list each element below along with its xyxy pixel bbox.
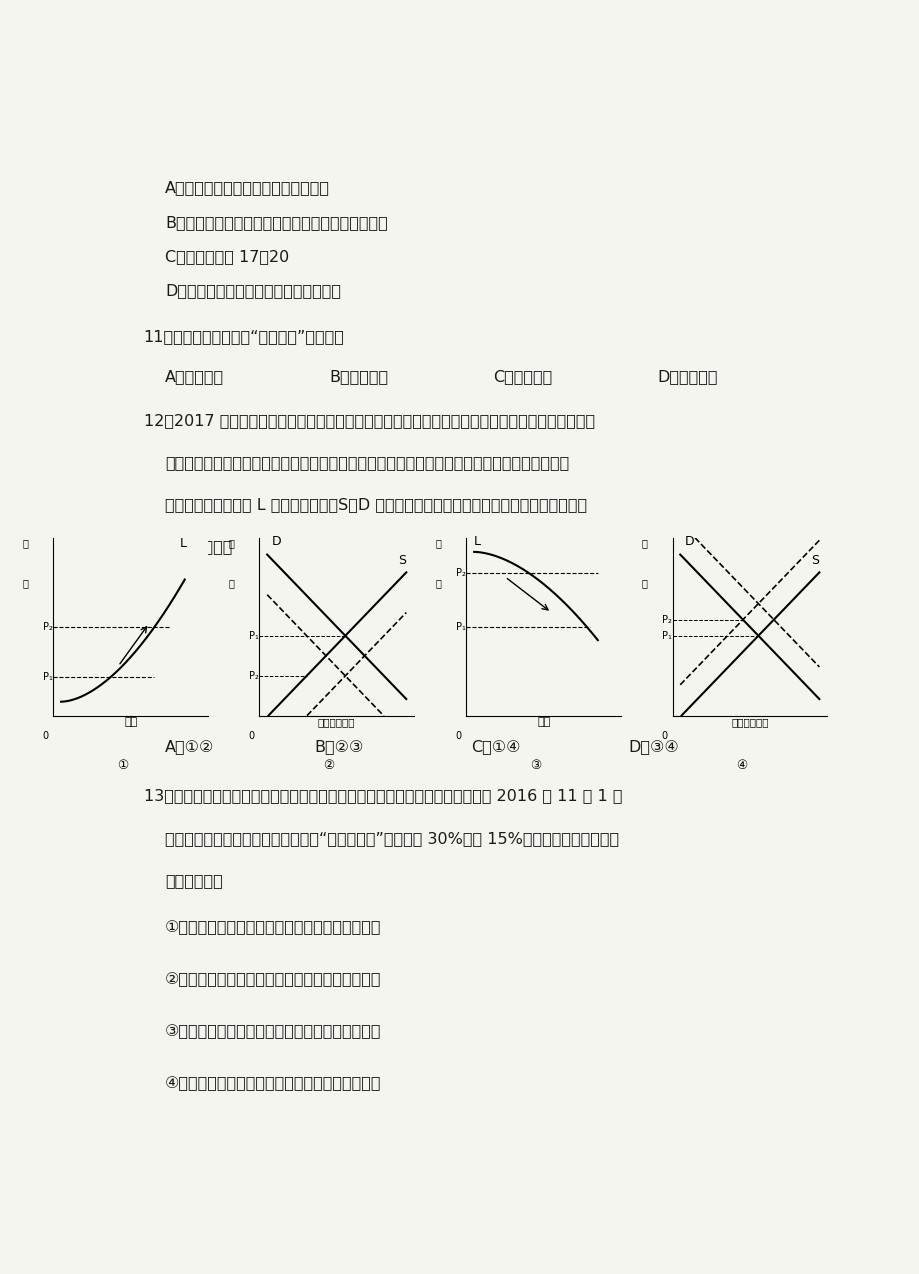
Text: ③: ③ — [529, 759, 541, 772]
Text: ①体现了公平与效率的统一，有利于社会和谐发展: ①体现了公平与效率的统一，有利于社会和谐发展 — [165, 920, 381, 935]
Text: 格: 格 — [22, 578, 28, 587]
Text: D: D — [684, 535, 694, 548]
Text: 映纸价上涨的是: 映纸价上涨的是 — [165, 539, 232, 554]
Text: 11．合恩角保护区内的“微型森林”的成因是: 11．合恩角保护区内的“微型森林”的成因是 — [143, 330, 344, 344]
Text: D．光照不足: D．光照不足 — [656, 368, 717, 383]
Text: 上涨，国家环保整治、淘汰过剩产能，快递业对纸箱的需求增加等，都是推动本轮纸业价格暴涨: 上涨，国家环保整治、淘汰过剩产能，快递业对纸箱的需求增加等，都是推动本轮纸业价格… — [165, 455, 569, 470]
Text: S: S — [398, 554, 406, 567]
Text: S: S — [811, 554, 819, 567]
Text: 起，化妆品消费税的征收对象调整为“高档化妆品”，税率从 30%降至 15%，普通化妆品不再征收: 起，化妆品消费税的征收对象调整为“高档化妆品”，税率从 30%降至 15%，普通… — [165, 831, 618, 846]
Text: L: L — [180, 536, 187, 549]
Text: P₂: P₂ — [455, 568, 465, 578]
X-axis label: 成本: 成本 — [537, 717, 550, 727]
Text: A．太阳直射点位于南半球并向南移动: A．太阳直射点位于南半球并向南移动 — [165, 181, 330, 195]
Text: A．气候湿冷: A．气候湿冷 — [165, 368, 224, 383]
X-axis label: 供给（需求）: 供给（需求） — [731, 717, 767, 727]
Text: P₂: P₂ — [42, 622, 52, 632]
Text: P₁: P₁ — [248, 631, 258, 641]
Text: P₁: P₁ — [42, 671, 52, 682]
Text: P₁: P₁ — [661, 631, 671, 641]
Text: ④: ④ — [735, 759, 747, 772]
Text: L: L — [473, 535, 481, 548]
Text: 格: 格 — [228, 578, 234, 587]
Text: 0: 0 — [42, 731, 49, 741]
Text: P₁: P₁ — [455, 622, 465, 632]
Text: P₂: P₂ — [248, 671, 258, 680]
Text: C．①④: C．①④ — [471, 739, 520, 754]
Text: 0: 0 — [455, 731, 461, 741]
Text: C．土壤贫瘠: C．土壤贫瘠 — [493, 368, 551, 383]
Text: D．③④: D．③④ — [628, 739, 678, 754]
Text: 13．根据《财政部、国家税务总局关于调整化妆品消费税政策的通知》规定，自 2016 年 11 月 1 日: 13．根据《财政部、国家税务总局关于调整化妆品消费税政策的通知》规定，自 201… — [143, 789, 621, 804]
Text: B．②③: B．②③ — [314, 739, 364, 754]
Text: P₂: P₂ — [661, 614, 671, 624]
Text: D．我国江淮地区为阴雨绵绵的梅雨季节: D．我国江淮地区为阴雨绵绵的梅雨季节 — [165, 283, 341, 298]
Text: D: D — [271, 535, 281, 548]
Text: B．与该地区属一个日期的范围约占全球的三分之一: B．与该地区属一个日期的范围约占全球的三分之一 — [165, 215, 387, 229]
Text: 0: 0 — [661, 731, 667, 741]
Text: 格: 格 — [641, 578, 647, 587]
Text: 消费税。此举: 消费税。此举 — [165, 873, 222, 888]
Text: 价: 价 — [228, 539, 234, 549]
Text: B．风力较大: B．风力较大 — [329, 368, 388, 383]
X-axis label: 成本: 成本 — [124, 717, 137, 727]
Text: A．①②: A．①② — [165, 739, 214, 754]
Text: C．北京时间为 17：20: C．北京时间为 17：20 — [165, 248, 289, 264]
Text: ②有利于刺激化妆品消费，但会减少国家财政收入: ②有利于刺激化妆品消费，但会减少国家财政收入 — [165, 972, 381, 987]
X-axis label: 供给（需求）: 供给（需求） — [318, 717, 355, 727]
Text: ①: ① — [117, 759, 129, 772]
Text: 格: 格 — [435, 578, 441, 587]
Text: 价: 价 — [641, 539, 647, 549]
Text: 价: 价 — [22, 539, 28, 549]
Text: ④反映了化妆品消费税的征收对象和纳税人的变化: ④反映了化妆品消费税的征收对象和纳税人的变化 — [165, 1077, 381, 1091]
Text: 的重要因素。如果用 L 表示成本曲线，S、D 分别表示供给曲线和需求曲线，下列图示能正确反: 的重要因素。如果用 L 表示成本曲线，S、D 分别表示供给曲线和需求曲线，下列图… — [165, 497, 586, 512]
Text: 12．2017 年上半年以来，一场快速涨价风潮向造纸行业席卷而来。据悉，煤炭、废纸、运费等成本: 12．2017 年上半年以来，一场快速涨价风潮向造纸行业席卷而来。据悉，煤炭、废… — [143, 413, 594, 428]
Text: 价: 价 — [435, 539, 441, 549]
Text: ②: ② — [323, 759, 335, 772]
Text: ③是对税收政策的调整，体现了税收的固定性特点: ③是对税收政策的调整，体现了税收的固定性特点 — [165, 1024, 381, 1040]
Text: 0: 0 — [248, 731, 255, 741]
